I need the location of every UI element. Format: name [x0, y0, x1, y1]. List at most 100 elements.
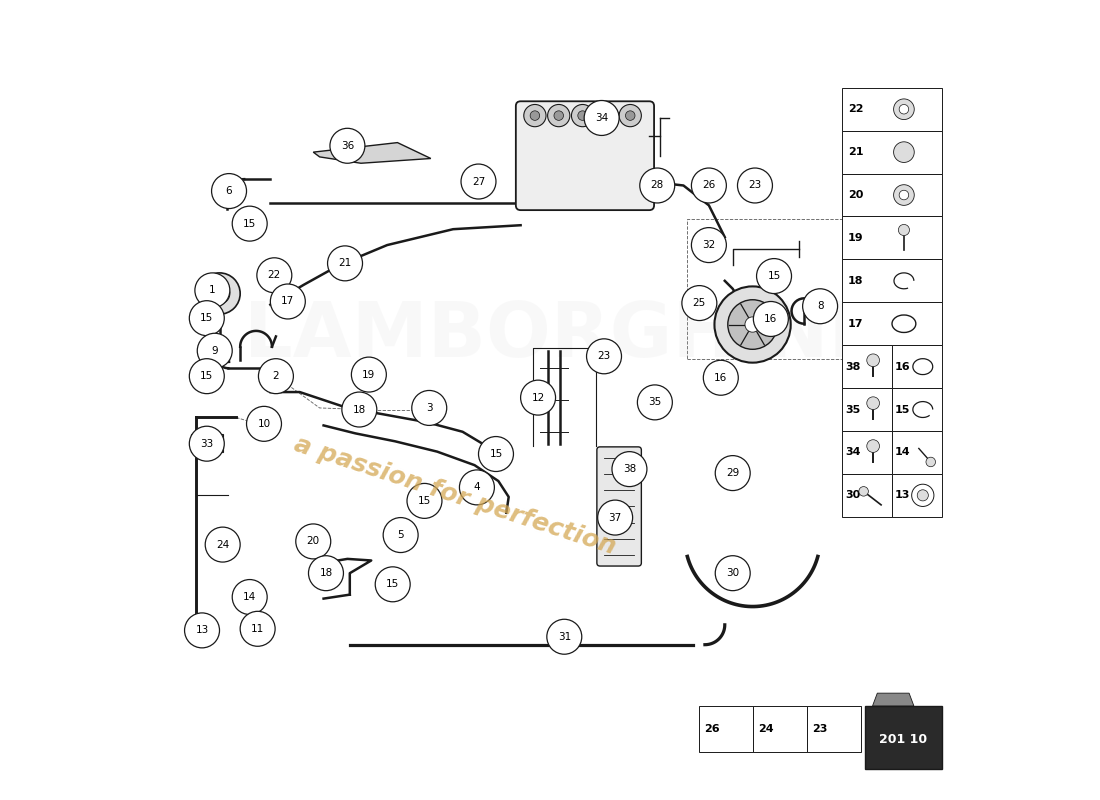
Text: a passion for perfection: a passion for perfection	[290, 432, 618, 559]
Circle shape	[296, 524, 331, 559]
Circle shape	[461, 164, 496, 199]
Text: 23: 23	[748, 181, 761, 190]
Text: 24: 24	[216, 539, 229, 550]
Text: 30: 30	[846, 490, 861, 500]
Circle shape	[917, 490, 928, 501]
Text: 20: 20	[848, 190, 864, 200]
Bar	[892, 474, 942, 517]
Circle shape	[232, 579, 267, 614]
Circle shape	[595, 105, 617, 126]
Circle shape	[745, 317, 760, 332]
Text: 23: 23	[812, 724, 827, 734]
Bar	[892, 431, 942, 474]
Bar	[843, 431, 892, 474]
Circle shape	[189, 358, 224, 394]
Bar	[843, 302, 942, 345]
Text: 13: 13	[196, 626, 209, 635]
Text: 32: 32	[702, 240, 715, 250]
Circle shape	[554, 111, 563, 120]
Circle shape	[640, 168, 674, 203]
Circle shape	[308, 556, 343, 590]
Bar	[843, 345, 892, 388]
Text: 10: 10	[257, 419, 271, 429]
Circle shape	[899, 225, 910, 235]
Circle shape	[232, 206, 267, 241]
Circle shape	[867, 354, 880, 366]
Text: 15: 15	[418, 496, 431, 506]
Text: 38: 38	[623, 464, 636, 474]
Text: 16: 16	[895, 362, 911, 372]
Text: 14: 14	[243, 592, 256, 602]
Circle shape	[602, 111, 612, 120]
Polygon shape	[314, 142, 431, 163]
Circle shape	[520, 380, 556, 415]
Circle shape	[342, 392, 377, 427]
Text: 21: 21	[339, 258, 352, 268]
Circle shape	[548, 105, 570, 126]
Text: 14: 14	[895, 447, 911, 458]
Text: 19: 19	[362, 370, 375, 379]
Circle shape	[185, 613, 220, 648]
Text: 37: 37	[608, 513, 622, 522]
Text: 16: 16	[714, 373, 727, 382]
Circle shape	[258, 358, 294, 394]
Circle shape	[189, 426, 224, 461]
Text: 15: 15	[243, 218, 256, 229]
Circle shape	[867, 440, 880, 453]
Text: 13: 13	[895, 490, 911, 500]
Circle shape	[330, 128, 365, 163]
Text: 23: 23	[597, 351, 611, 362]
Text: 29: 29	[726, 468, 739, 478]
Text: 18: 18	[353, 405, 366, 414]
Text: 8: 8	[817, 302, 824, 311]
Text: 28: 28	[650, 181, 664, 190]
Circle shape	[375, 567, 410, 602]
Circle shape	[240, 611, 275, 646]
Circle shape	[893, 99, 914, 119]
Text: 19: 19	[848, 233, 864, 243]
Circle shape	[626, 111, 635, 120]
FancyBboxPatch shape	[516, 102, 654, 210]
Polygon shape	[872, 693, 914, 706]
Text: 17: 17	[282, 297, 295, 306]
Text: 9: 9	[211, 346, 218, 356]
Circle shape	[754, 302, 789, 337]
Circle shape	[328, 246, 363, 281]
Bar	[843, 130, 942, 174]
Text: 18: 18	[848, 276, 864, 286]
Text: 15: 15	[200, 313, 213, 323]
Circle shape	[867, 397, 880, 410]
Circle shape	[383, 518, 418, 553]
Circle shape	[199, 273, 240, 314]
Circle shape	[547, 619, 582, 654]
Circle shape	[728, 300, 778, 350]
Circle shape	[692, 168, 726, 203]
Bar	[865, 706, 943, 770]
Text: 3: 3	[426, 403, 432, 413]
Text: 34: 34	[846, 447, 861, 458]
Circle shape	[597, 500, 632, 535]
Circle shape	[209, 283, 230, 304]
Circle shape	[572, 105, 594, 126]
Text: 38: 38	[846, 362, 861, 372]
Text: 25: 25	[693, 298, 706, 308]
Text: LAMBORGHINI: LAMBORGHINI	[243, 299, 857, 374]
Text: 1: 1	[209, 286, 216, 295]
Text: 18: 18	[319, 568, 332, 578]
Bar	[843, 88, 942, 130]
Circle shape	[899, 190, 909, 200]
Circle shape	[682, 286, 717, 321]
Bar	[843, 474, 892, 517]
Text: 22: 22	[267, 270, 280, 280]
Text: 201 10: 201 10	[880, 733, 927, 746]
Circle shape	[912, 484, 934, 506]
Circle shape	[715, 286, 791, 362]
Circle shape	[893, 142, 914, 162]
Circle shape	[692, 228, 726, 262]
Circle shape	[189, 614, 214, 639]
Text: 36: 36	[341, 141, 354, 150]
FancyBboxPatch shape	[597, 447, 641, 566]
Text: 15: 15	[386, 579, 399, 590]
Circle shape	[524, 105, 546, 126]
Text: 15: 15	[768, 271, 781, 281]
